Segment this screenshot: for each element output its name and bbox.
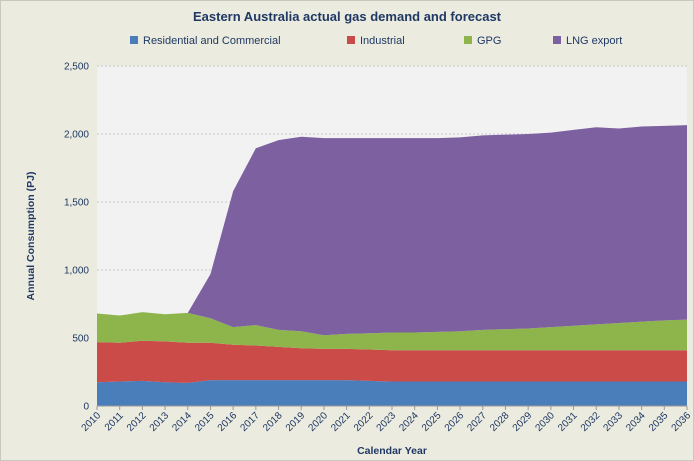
legend-swatch xyxy=(130,36,138,44)
series-areas xyxy=(97,125,687,407)
series-area-2 xyxy=(97,312,687,351)
legend-label: GPG xyxy=(477,35,501,47)
y-tick-label: 1,000 xyxy=(64,266,89,277)
y-tick-label: 0 xyxy=(83,402,89,413)
chart-title: Eastern Australia actual gas demand and … xyxy=(193,9,502,24)
x-axis-label: Calendar Year xyxy=(357,445,427,457)
legend-label: Residential and Commercial xyxy=(143,35,281,47)
y-axis-ticks: 0 500 1,000 1,500 2,000 2,500 xyxy=(64,62,89,413)
legend-swatch xyxy=(553,36,561,44)
series-area-1 xyxy=(97,340,687,383)
y-tick-label: 2,500 xyxy=(64,62,89,73)
series-area-3 xyxy=(97,125,687,336)
legend-swatch xyxy=(464,36,472,44)
legend-label: Industrial xyxy=(360,35,405,47)
y-axis-label: Annual Consumption (PJ) xyxy=(25,172,37,301)
legend-label: LNG export xyxy=(566,35,622,47)
y-tick-label: 500 xyxy=(72,334,89,345)
legend-swatch xyxy=(347,36,355,44)
y-tick-label: 2,000 xyxy=(64,130,89,141)
y-tick-label: 1,500 xyxy=(64,198,89,209)
legend: Residential and Commercial Industrial GPG L… xyxy=(130,35,622,47)
series-area-0 xyxy=(97,380,687,406)
